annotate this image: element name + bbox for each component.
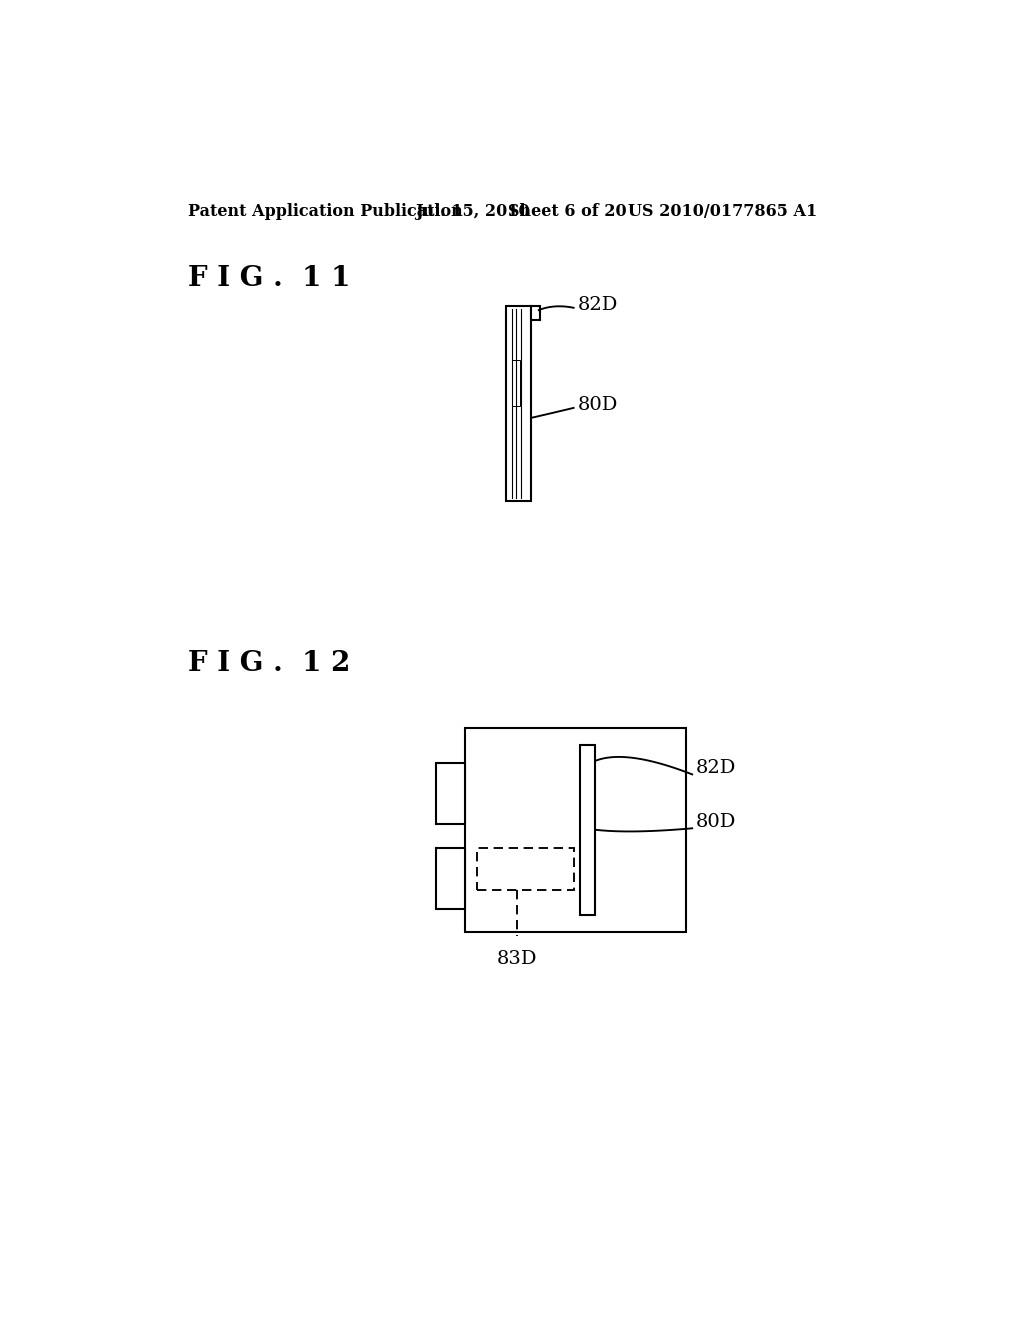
- Bar: [531, 306, 541, 321]
- Text: Sheet 6 of 20: Sheet 6 of 20: [508, 203, 627, 220]
- Text: 80D: 80D: [695, 813, 735, 832]
- Bar: [435, 763, 465, 825]
- Text: 80D: 80D: [578, 396, 617, 413]
- Text: 83D: 83D: [498, 950, 538, 968]
- Bar: [580, 744, 595, 915]
- Bar: [435, 847, 465, 909]
- Text: US 2010/0177865 A1: US 2010/0177865 A1: [628, 203, 817, 220]
- Text: Jul. 15, 2010: Jul. 15, 2010: [415, 203, 529, 220]
- Text: F I G .  1 2: F I G . 1 2: [188, 649, 351, 677]
- Text: 82D: 82D: [578, 296, 617, 314]
- Bar: [506, 306, 531, 502]
- Text: 82D: 82D: [695, 759, 735, 777]
- Bar: [477, 847, 573, 890]
- Text: Patent Application Publication: Patent Application Publication: [188, 203, 463, 220]
- Bar: [465, 729, 686, 932]
- Bar: [512, 360, 520, 407]
- Text: F I G .  1 1: F I G . 1 1: [188, 264, 351, 292]
